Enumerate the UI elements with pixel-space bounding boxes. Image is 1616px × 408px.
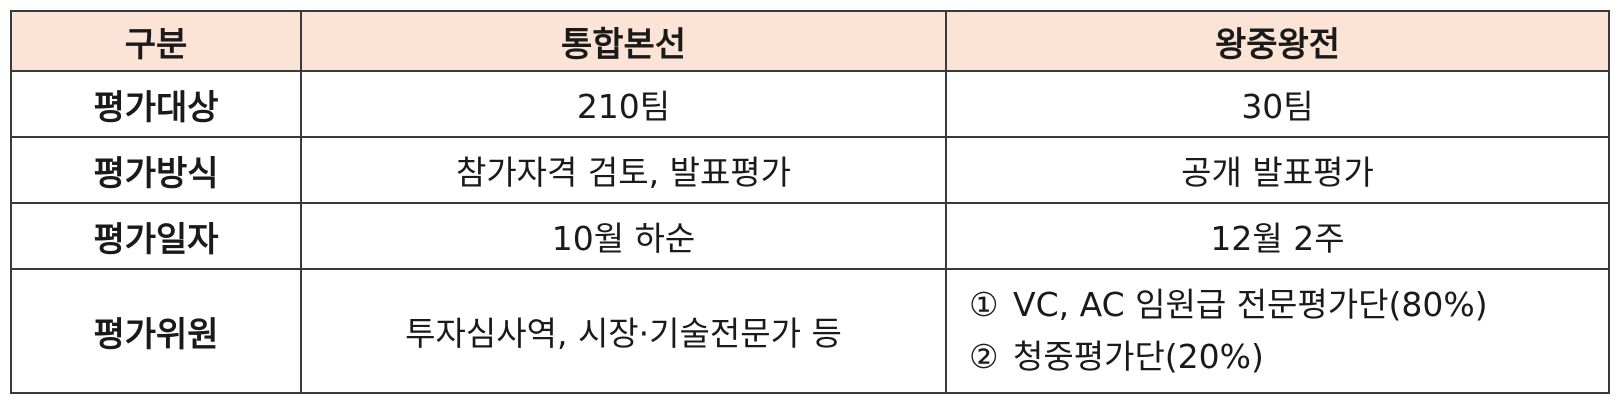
circled-number-marker: ① xyxy=(969,285,999,324)
row-label: 평가일자 xyxy=(10,202,302,270)
main-round-cell: 210팀 xyxy=(300,70,947,138)
row-label: 평가위원 xyxy=(10,268,302,394)
evaluation-table-container: 구분 통합본선 왕중왕전 평가대상 210팀 30팀 평가방식 참가자격 검토,… xyxy=(10,10,1610,394)
final-round-cell: 공개 발표평가 xyxy=(945,136,1610,204)
header-row: 구분 통합본선 왕중왕전 xyxy=(10,10,1610,72)
main-round-cell: 투자심사역, 시장·기술전문가 등 xyxy=(300,268,947,394)
row-label: 평가방식 xyxy=(10,136,302,204)
final-round-cell: 30팀 xyxy=(945,70,1610,138)
header-category: 구분 xyxy=(10,10,302,72)
header-final-round: 왕중왕전 xyxy=(945,10,1610,72)
list-item: ① VC, AC 임원급 전문평가단(80%) xyxy=(969,279,1608,331)
list-item-text: 청중평가단(20%) xyxy=(1013,337,1264,376)
table-row: 평가방식 참가자격 검토, 발표평가 공개 발표평가 xyxy=(10,136,1610,204)
table-row: 평가일자 10월 하순 12월 2주 xyxy=(10,202,1610,270)
main-round-cell: 참가자격 검토, 발표평가 xyxy=(300,136,947,204)
evaluation-table: 구분 통합본선 왕중왕전 평가대상 210팀 30팀 평가방식 참가자격 검토,… xyxy=(10,10,1610,394)
table-row: 평가위원 투자심사역, 시장·기술전문가 등 ① VC, AC 임원급 전문평가단… xyxy=(10,268,1610,394)
final-round-cell: ① VC, AC 임원급 전문평가단(80%) ② 청중평가단(20%) xyxy=(945,268,1610,394)
table-row: 평가대상 210팀 30팀 xyxy=(10,70,1610,138)
row-label: 평가대상 xyxy=(10,70,302,138)
list-item: ② 청중평가단(20%) xyxy=(969,331,1608,383)
final-round-cell: 12월 2주 xyxy=(945,202,1610,270)
header-main-round: 통합본선 xyxy=(300,10,947,72)
list-item-text: VC, AC 임원급 전문평가단(80%) xyxy=(1013,285,1488,324)
circled-number-marker: ② xyxy=(969,337,999,376)
main-round-cell: 10월 하순 xyxy=(300,202,947,270)
